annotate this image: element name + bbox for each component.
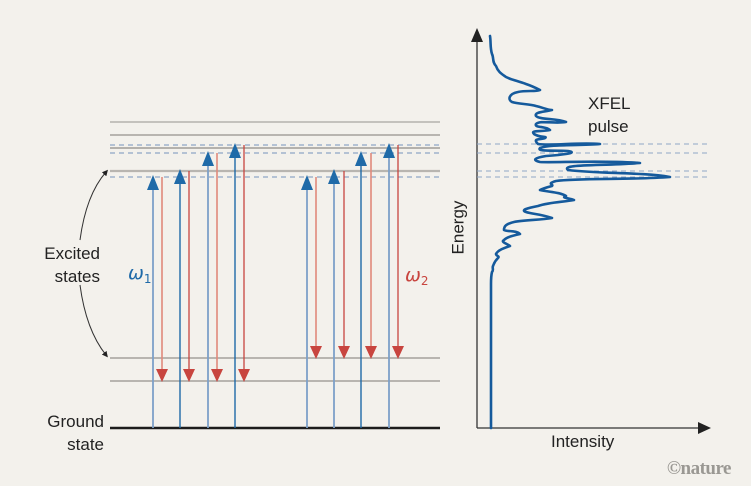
excited-states-bracket xyxy=(79,169,108,358)
bracket-arrow-up xyxy=(79,169,108,241)
xfel-spectrum-curve xyxy=(488,34,672,430)
omega2-transitions xyxy=(301,143,404,428)
energy-levels xyxy=(110,121,440,430)
y-axis-arrowhead-icon xyxy=(471,28,483,42)
omega2-label: ω2 xyxy=(405,264,429,288)
excited-states-label: Excited states xyxy=(20,242,100,288)
omega1-label: ω1 xyxy=(128,262,152,286)
bracket-arrow-down xyxy=(79,284,108,358)
nature-credit: ©nature xyxy=(666,458,732,479)
spectrum-axes xyxy=(471,28,711,434)
excited-states-label-line1: Excited xyxy=(44,244,100,263)
ground-state-label-line2: state xyxy=(67,435,104,454)
ground-state-label: Ground state xyxy=(20,410,104,456)
omega1-transitions xyxy=(147,143,250,428)
xfel-pulse-label-line2: pulse xyxy=(588,117,629,136)
x-axis-arrowhead-icon xyxy=(698,422,711,434)
energy-axis-label: Energy xyxy=(448,200,468,255)
intensity-axis-label: Intensity xyxy=(551,432,615,451)
excited-states-label-line2: states xyxy=(54,267,100,286)
xfel-pulse-label: XFEL pulse xyxy=(588,92,631,138)
ground-state-label-line1: Ground xyxy=(47,412,104,431)
xfel-pulse-label-line1: XFEL xyxy=(588,94,631,113)
